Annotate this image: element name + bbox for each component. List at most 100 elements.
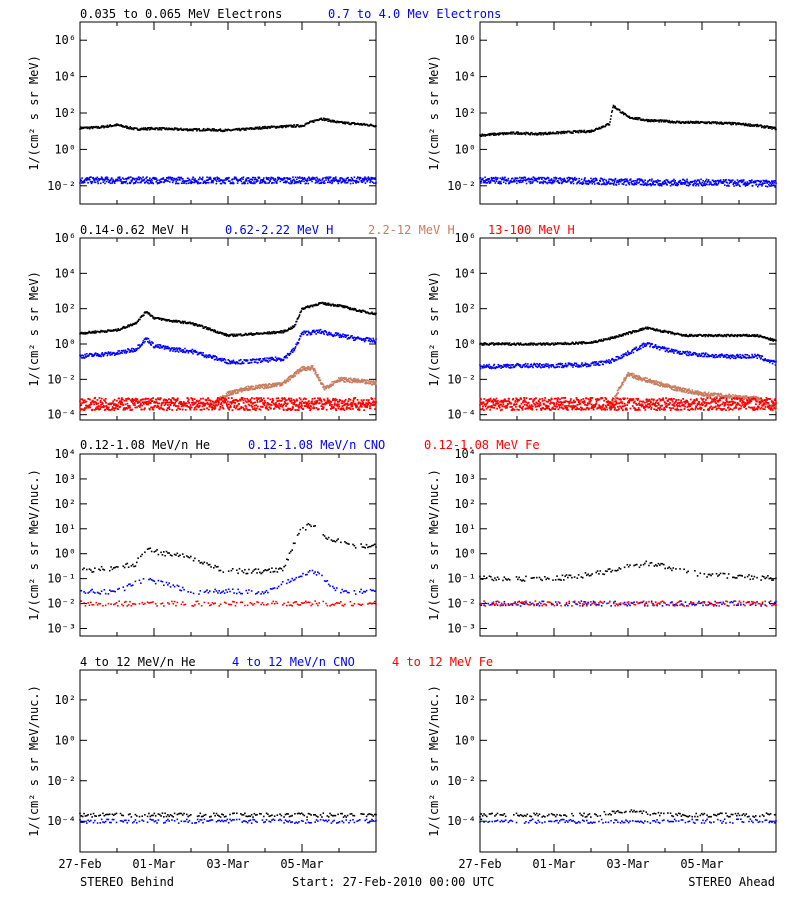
data-point bbox=[744, 122, 747, 125]
data-point bbox=[91, 353, 94, 356]
data-point bbox=[218, 177, 221, 180]
data-point bbox=[568, 130, 571, 133]
data-point bbox=[118, 400, 121, 403]
data-point bbox=[609, 178, 612, 181]
data-point bbox=[334, 334, 336, 337]
data-point bbox=[325, 408, 328, 411]
data-point bbox=[298, 126, 301, 128]
data-point bbox=[293, 325, 296, 328]
data-point bbox=[752, 180, 755, 183]
data-point bbox=[672, 122, 675, 124]
data-point bbox=[288, 375, 291, 378]
data-point bbox=[332, 303, 335, 306]
data-point bbox=[370, 381, 372, 384]
data-point bbox=[356, 405, 359, 408]
data-point bbox=[494, 134, 496, 136]
data-point bbox=[95, 331, 97, 334]
data-point bbox=[185, 180, 187, 182]
data-point bbox=[362, 178, 365, 181]
data-point bbox=[589, 129, 591, 132]
data-point bbox=[560, 178, 562, 180]
data-point bbox=[648, 120, 650, 123]
data-point bbox=[347, 334, 349, 337]
data-point bbox=[691, 121, 693, 123]
data-point bbox=[615, 184, 618, 186]
data-point bbox=[158, 408, 161, 410]
data-point bbox=[302, 398, 305, 401]
data-point bbox=[768, 180, 771, 183]
data-point bbox=[306, 367, 309, 370]
data-point bbox=[225, 335, 228, 337]
data-point bbox=[82, 127, 85, 130]
data-point bbox=[80, 357, 83, 359]
data-point bbox=[693, 183, 695, 185]
data-point bbox=[592, 181, 595, 183]
data-point bbox=[720, 180, 722, 183]
data-point bbox=[117, 401, 120, 404]
data-point bbox=[764, 182, 766, 184]
data-point bbox=[291, 348, 293, 351]
plot-frame bbox=[79, 21, 377, 205]
data-point bbox=[649, 183, 652, 186]
data-point bbox=[262, 177, 265, 179]
data-point bbox=[313, 397, 316, 400]
data-point bbox=[609, 121, 611, 123]
data-point bbox=[166, 399, 169, 402]
data-point bbox=[275, 360, 277, 362]
data-point bbox=[274, 359, 276, 361]
data-point bbox=[305, 182, 307, 185]
data-point bbox=[761, 184, 763, 187]
data-point bbox=[623, 181, 625, 184]
data-point bbox=[104, 397, 107, 400]
data-point bbox=[713, 182, 716, 185]
data-point bbox=[240, 177, 243, 179]
data-point bbox=[282, 331, 285, 334]
data-point bbox=[110, 177, 113, 179]
series-2 bbox=[479, 176, 777, 188]
data-point bbox=[343, 180, 346, 183]
data-point bbox=[166, 177, 169, 179]
data-point bbox=[312, 365, 314, 367]
data-point bbox=[488, 178, 490, 181]
data-point bbox=[126, 402, 129, 405]
data-point bbox=[356, 177, 358, 180]
data-point bbox=[92, 401, 95, 404]
data-point bbox=[276, 404, 279, 407]
data-point bbox=[286, 378, 288, 381]
data-point bbox=[135, 180, 138, 182]
data-point bbox=[364, 182, 367, 184]
data-point bbox=[371, 340, 374, 343]
data-point bbox=[480, 182, 482, 184]
data-point bbox=[346, 306, 349, 308]
data-point bbox=[591, 180, 594, 183]
data-point bbox=[239, 179, 242, 182]
data-point bbox=[282, 125, 285, 128]
data-point bbox=[212, 128, 214, 130]
data-point bbox=[262, 397, 265, 400]
data-point bbox=[115, 123, 118, 125]
data-point bbox=[292, 126, 295, 128]
data-point bbox=[656, 182, 659, 184]
data-point bbox=[533, 133, 536, 136]
data-point bbox=[651, 181, 654, 184]
data-point bbox=[158, 402, 161, 405]
data-point bbox=[79, 400, 81, 403]
data-point bbox=[189, 407, 191, 410]
data-point bbox=[610, 182, 613, 185]
data-point bbox=[199, 397, 202, 400]
data-point bbox=[352, 308, 355, 311]
data-point bbox=[151, 127, 154, 129]
data-point bbox=[351, 381, 354, 384]
data-point bbox=[762, 125, 765, 128]
data-point bbox=[731, 122, 734, 124]
data-point bbox=[661, 183, 663, 185]
data-point bbox=[634, 179, 637, 182]
data-point bbox=[211, 405, 214, 408]
data-point bbox=[201, 354, 204, 357]
data-point bbox=[355, 309, 357, 311]
data-point bbox=[180, 176, 183, 179]
data-point bbox=[239, 399, 242, 402]
data-point bbox=[683, 183, 685, 185]
data-point bbox=[360, 122, 362, 125]
